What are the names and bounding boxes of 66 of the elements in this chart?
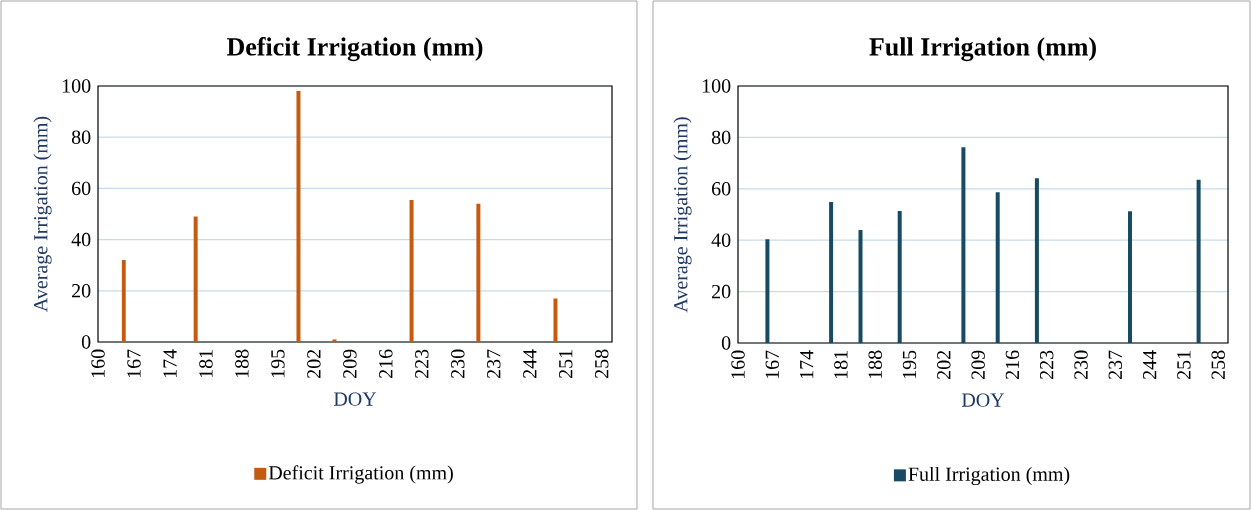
x-tick-label: 167	[765, 350, 780, 379]
x-tick-label: 174	[163, 349, 177, 378]
x-tick-label: 237	[1108, 350, 1123, 379]
x-tick-label: 160	[731, 350, 745, 379]
x-tick-label: 244	[523, 349, 537, 378]
y-tick-label: 100	[702, 79, 731, 93]
x-tick-label: 244	[1142, 350, 1157, 379]
bar	[897, 210, 902, 343]
y-tick-label: 20	[72, 284, 91, 298]
x-tick-label: 195	[902, 350, 917, 379]
bar	[193, 216, 198, 342]
bar	[1128, 211, 1132, 343]
bar	[765, 239, 770, 343]
x-tick-label: 209	[971, 350, 985, 379]
y-tick-label: 0	[81, 335, 91, 349]
y-axis-title: Average Irrigation (mm)	[33, 116, 52, 312]
bar	[995, 192, 1000, 343]
y-tick-label: 60	[72, 181, 91, 196]
x-tick-label: 251	[559, 350, 573, 378]
x-tick-label: 237	[487, 349, 501, 378]
legend-label: Full Irrigation (mm)	[908, 466, 1070, 486]
x-tick-label: 160	[91, 349, 105, 378]
y-tick-label: 80	[711, 130, 731, 145]
legend-label: Deficit Irrigation (mm)	[268, 465, 453, 484]
y-tick-label: 0	[721, 336, 731, 350]
bar	[121, 260, 126, 342]
x-tick-label: 202	[307, 349, 321, 378]
bar	[858, 229, 863, 343]
bar	[1034, 178, 1039, 343]
x-tick-label: 188	[235, 349, 249, 378]
chart-title: Deficit Irrigation (mm)	[226, 37, 483, 62]
bar	[1196, 179, 1201, 343]
x-tick-label: 216	[379, 349, 393, 378]
bar	[409, 199, 414, 342]
bar	[332, 339, 337, 342]
x-tick-label: 230	[451, 349, 465, 378]
x-tick-label: 251	[1177, 351, 1191, 379]
x-tick-label: 258	[1211, 350, 1225, 379]
x-tick-label: 223	[1039, 350, 1054, 379]
y-tick-label: 80	[71, 130, 91, 144]
x-tick-label: 181	[834, 351, 848, 379]
y-tick-label: 60	[712, 182, 731, 196]
x-tick-label: 202	[937, 350, 951, 379]
y-axis-title: Average Irrigation (mm)	[673, 117, 692, 313]
y-tick-label: 40	[71, 232, 91, 247]
x-tick-label: 188	[868, 350, 882, 379]
x-axis-title: DOY	[961, 393, 1005, 407]
bar	[961, 147, 966, 343]
x-tick-label: 216	[1005, 350, 1020, 379]
x-tick-label: 174	[800, 350, 814, 379]
y-tick-label: 40	[711, 233, 731, 247]
chart-title: Full Irrigation (mm)	[869, 37, 1096, 62]
x-tick-label: 209	[343, 349, 357, 378]
bar	[553, 298, 558, 342]
x-axis-title: DOY	[333, 392, 377, 406]
y-tick-label: 20	[712, 284, 731, 299]
bar	[829, 201, 834, 343]
x-tick-label: 258	[594, 349, 609, 378]
bar	[296, 91, 301, 342]
x-tick-label: 181	[199, 350, 213, 378]
x-tick-label: 230	[1074, 350, 1088, 379]
x-tick-label: 223	[415, 349, 429, 378]
x-tick-label: 167	[127, 349, 141, 378]
x-tick-label: 195	[271, 349, 285, 378]
bar	[476, 203, 481, 342]
y-tick-label: 100	[62, 79, 91, 93]
